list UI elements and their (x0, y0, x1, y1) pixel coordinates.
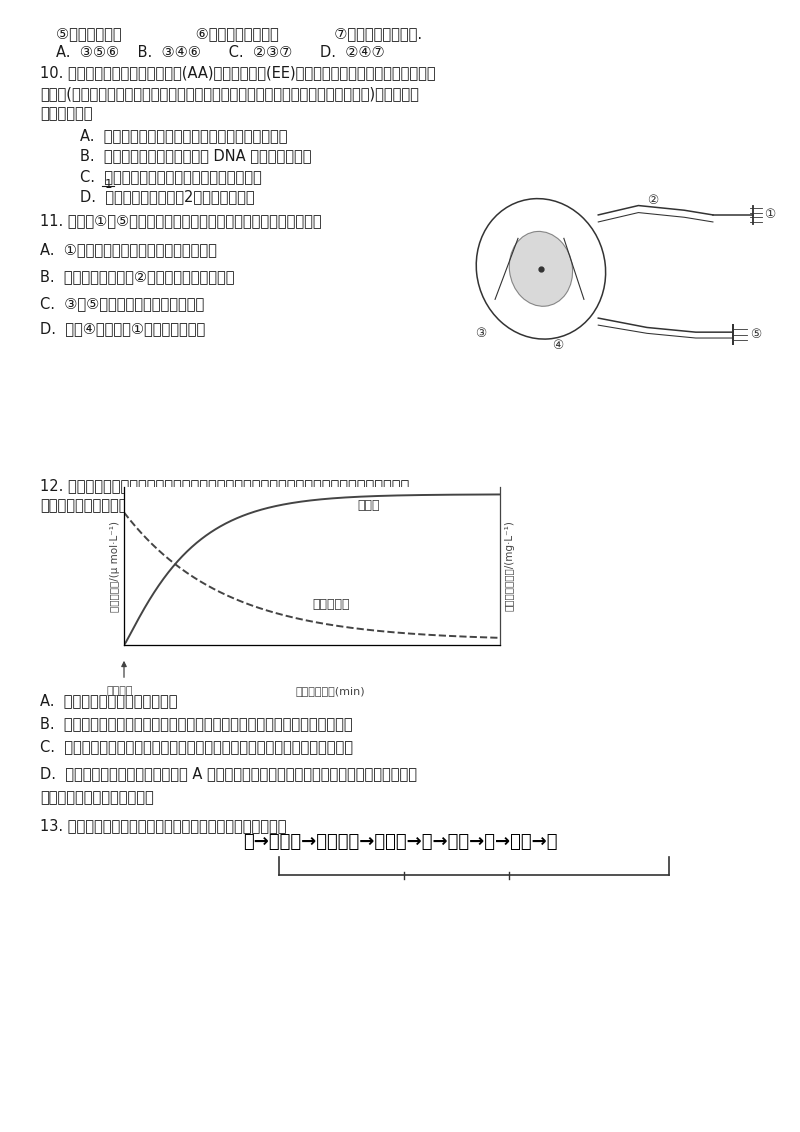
Text: 11. 右图的①～⑤表示反射弧结构的五个部分，下列叙述不正确的是: 11. 右图的①～⑤表示反射弧结构的五个部分，下列叙述不正确的是 (40, 213, 322, 228)
Text: 品种丙(图中的同源染色体，黑色部分是来自品种乙的染色体片段，品种甲没有此片段)。下列相关: 品种丙(图中的同源染色体，黑色部分是来自品种乙的染色体片段，品种甲没有此片段)。… (40, 86, 419, 101)
Text: 叙述错误的是: 叙述错误的是 (40, 106, 93, 121)
Text: 10. 将纯种的某二倍体植物品种甲(AA)与近缘纯种乙(EE)杂交后，经多代选育出如图所示的新: 10. 将纯种的某二倍体植物品种甲(AA)与近缘纯种乙(EE)杂交后，经多代选育… (40, 66, 436, 80)
Text: C.  胰岛素增加时胰高血糖素同时减少，说明两者在调节血糖浓度时是协同作用: C. 胰岛素增加时胰高血糖素同时减少，说明两者在调节血糖浓度时是协同作用 (40, 739, 353, 754)
Text: 13. 如图为鸟类繁殖活动的调节示意图，有关分析不正确的是: 13. 如图为鸟类繁殖活动的调节示意图，有关分析不正确的是 (40, 818, 286, 833)
Text: 刺激持续时间(min): 刺激持续时间(min) (296, 686, 366, 696)
Text: D.  切断④不影响对①的刺激形成感觉: D. 切断④不影响对①的刺激形成感觉 (40, 321, 206, 336)
Text: A.  该刺激可能是注射葡萄糖溶液: A. 该刺激可能是注射葡萄糖溶液 (40, 693, 178, 708)
Ellipse shape (510, 231, 573, 307)
Text: C.  ③和⑤往往由一个或多个突触构成: C. ③和⑤往往由一个或多个突触构成 (40, 297, 204, 311)
Text: ④: ④ (552, 340, 564, 352)
Text: A.  ③⑤⑥    B.  ③④⑥      C.  ②③⑦      D.  ②④⑦: A. ③⑤⑥ B. ③④⑥ C. ②③⑦ D. ②④⑦ (56, 45, 385, 60)
Text: ②: ② (647, 195, 658, 207)
Text: A.  ①的功能是将刺激信号转化为神经兴奋: A. ①的功能是将刺激信号转化为神经兴奋 (40, 242, 217, 257)
Text: 胰岛素: 胰岛素 (357, 499, 380, 513)
Text: ⑤: ⑤ (750, 328, 762, 341)
Text: A.  杂交选育过程中一定发生过染色体结构上的变异: A. 杂交选育过程中一定发生过染色体结构上的变异 (80, 128, 287, 143)
Text: D.  若要证实胰岛素能直接抑制胰岛 A 细胞的分泌活动，可在胰岛组织中注射胰岛素后检测血: D. 若要证实胰岛素能直接抑制胰岛 A 细胞的分泌活动，可在胰岛组织中注射胰岛素… (40, 766, 417, 781)
Text: ③: ③ (475, 327, 486, 341)
Text: 下列有关叙述正确的是: 下列有关叙述正确的是 (40, 498, 127, 513)
Text: B.  杂交选育过程中一定发生过 DNA 上碱基对的替换: B. 杂交选育过程中一定发生过 DNA 上碱基对的替换 (80, 148, 311, 163)
Y-axis label: 胰高血糖素浓度/(mg·L⁻¹): 胰高血糖素浓度/(mg·L⁻¹) (504, 521, 514, 611)
Text: 液中胰高血糖素的浓度来确定: 液中胰高血糖素的浓度来确定 (40, 790, 154, 805)
Text: 1: 1 (105, 178, 112, 190)
Text: 光→感受器→传入神经→下丘脑→甲→垂体→乙→性腺→丙: 光→感受器→传入神经→下丘脑→甲→垂体→乙→性腺→丙 (242, 833, 558, 851)
Text: D.  丙品种自交后代中有2个体能稳定遗传: D. 丙品种自交后代中有2个体能稳定遗传 (80, 189, 254, 204)
Text: B.  正常机体内兴奋在②的神经纤维上双向传导: B. 正常机体内兴奋在②的神经纤维上双向传导 (40, 269, 234, 284)
Text: 12. 选取健康大鼠，给予某种刺激处理，测定血液中胰岛素和胰高血糖素的浓度，结果如图。: 12. 选取健康大鼠，给予某种刺激处理，测定血液中胰岛素和胰高血糖素的浓度，结果… (40, 478, 410, 492)
Text: ①: ① (765, 208, 776, 222)
Y-axis label: 胰岛素浓度/(μ mol·L⁻¹): 胰岛素浓度/(μ mol·L⁻¹) (110, 521, 120, 611)
Text: ⑤变异是定向的                ⑥自然选择是定向的            ⑦突变是进化的动力.: ⑤变异是定向的 ⑥自然选择是定向的 ⑦突变是进化的动力. (56, 26, 422, 41)
Text: 开始刺激: 开始刺激 (107, 686, 134, 696)
Text: B.  开始刺激后小鼠组织细胞摄取葡萄糖加快，但细胞对葡萄糖的利用并不加快: B. 开始刺激后小鼠组织细胞摄取葡萄糖加快，但细胞对葡萄糖的利用并不加快 (40, 717, 353, 731)
Text: C.  丙品种的产生为生物的进化提供了原材料: C. 丙品种的产生为生物的进化提供了原材料 (80, 169, 262, 183)
Text: 胰高血糖素: 胰高血糖素 (312, 598, 350, 610)
